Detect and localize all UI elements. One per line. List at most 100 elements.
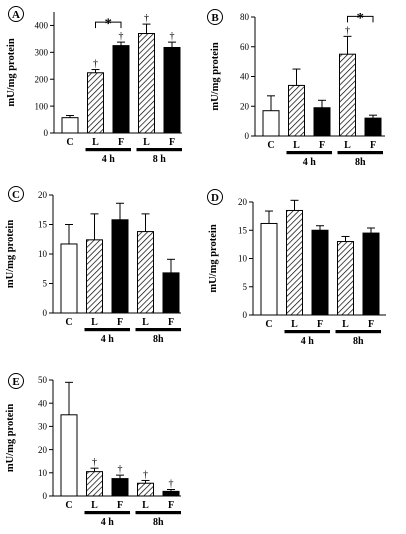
bar <box>60 414 78 497</box>
bar <box>288 84 305 137</box>
significance-marker: † <box>93 59 98 70</box>
bar <box>112 45 130 134</box>
bar <box>313 107 331 137</box>
group-bar <box>284 330 330 334</box>
bar <box>362 232 380 316</box>
category-label: L <box>143 137 150 148</box>
panel-label-circle <box>8 373 24 389</box>
group-label: 8h <box>153 334 164 345</box>
bar <box>162 490 180 497</box>
bar <box>111 478 129 497</box>
category-label: F <box>368 319 374 330</box>
bar <box>286 209 303 316</box>
group-bar <box>135 511 181 515</box>
category-label: F <box>168 317 174 328</box>
group-bar <box>136 148 182 152</box>
y-tick-label: 50 <box>38 375 48 385</box>
panel-label: B <box>211 12 219 24</box>
panel-label-circle <box>8 186 24 202</box>
bar <box>87 72 104 134</box>
y-tick-label: 300 <box>35 48 49 58</box>
y-tick-label: 0 <box>43 308 48 318</box>
bar <box>260 222 278 316</box>
category-label: C <box>267 140 274 151</box>
group-label: 4 h <box>101 517 115 528</box>
panel-label: C <box>12 189 20 201</box>
y-axis-label: mU/mg protein <box>5 220 16 289</box>
category-label: L <box>291 319 298 330</box>
significance-marker: † <box>345 25 350 36</box>
y-tick-label: 40 <box>38 398 48 408</box>
bar <box>137 482 154 497</box>
significance-marker: † <box>143 469 148 480</box>
bar <box>60 243 78 314</box>
y-tick-label: 30 <box>38 422 48 432</box>
y-axis-label: mU/mg protein <box>208 224 219 293</box>
bar <box>162 272 180 314</box>
y-tick-label: 40 <box>240 72 250 82</box>
bar <box>262 110 280 137</box>
category-label: L <box>91 317 98 328</box>
group-bar <box>286 151 332 155</box>
significance-bracket <box>95 21 122 29</box>
bar <box>111 219 129 314</box>
bar <box>364 117 382 137</box>
group-bar <box>335 330 381 334</box>
y-tick-label: 5 <box>43 279 48 289</box>
bar <box>86 471 103 497</box>
bar <box>339 53 356 137</box>
group-label: 8h <box>153 517 164 528</box>
significance-marker: † <box>119 31 124 42</box>
category-label: F <box>317 319 323 330</box>
group-bar <box>84 328 130 332</box>
category-label: C <box>66 137 73 148</box>
category-label: C <box>265 319 272 330</box>
category-label: L <box>344 140 351 151</box>
y-tick-label: 0 <box>43 491 48 501</box>
bar <box>61 117 79 134</box>
y-tick-label: 0 <box>44 128 49 138</box>
y-tick-label: 10 <box>238 254 248 264</box>
group-bar <box>84 511 130 515</box>
group-label: 4 h <box>303 157 317 168</box>
panel-label: A <box>12 9 20 21</box>
group-label: 8h <box>355 157 366 168</box>
y-axis-label: mU/mg protein <box>6 38 17 107</box>
bar <box>337 241 354 316</box>
panel-label: D <box>211 192 219 204</box>
y-tick-label: 400 <box>35 21 49 31</box>
y-tick-label: 10 <box>38 249 48 259</box>
group-label: 8h <box>353 336 364 347</box>
y-tick-label: 100 <box>35 101 49 111</box>
category-label: F <box>169 137 175 148</box>
group-bar <box>85 148 131 152</box>
y-tick-label: 10 <box>38 468 48 478</box>
group-bar <box>337 151 383 155</box>
group-label: 4 h <box>301 336 315 347</box>
y-tick-label: 0 <box>245 131 250 141</box>
y-tick-label: 15 <box>238 225 248 235</box>
significance-marker: † <box>170 31 175 42</box>
category-label: L <box>142 500 149 511</box>
panel-label: E <box>12 376 19 388</box>
significance-marker: † <box>144 13 149 24</box>
y-tick-label: 15 <box>38 220 48 230</box>
category-label: C <box>65 317 72 328</box>
group-label: 8 h <box>153 154 167 165</box>
significance-star: * <box>357 10 365 26</box>
bar <box>311 229 329 316</box>
y-tick-label: 0 <box>243 310 248 320</box>
y-tick-label: 200 <box>35 74 49 84</box>
panel-label-circle <box>207 9 223 25</box>
bar <box>137 231 154 314</box>
category-label: F <box>168 500 174 511</box>
category-label: L <box>342 319 349 330</box>
significance-marker: † <box>92 457 97 468</box>
y-axis-label: mU/mg protein <box>210 42 221 111</box>
category-label: F <box>370 140 376 151</box>
